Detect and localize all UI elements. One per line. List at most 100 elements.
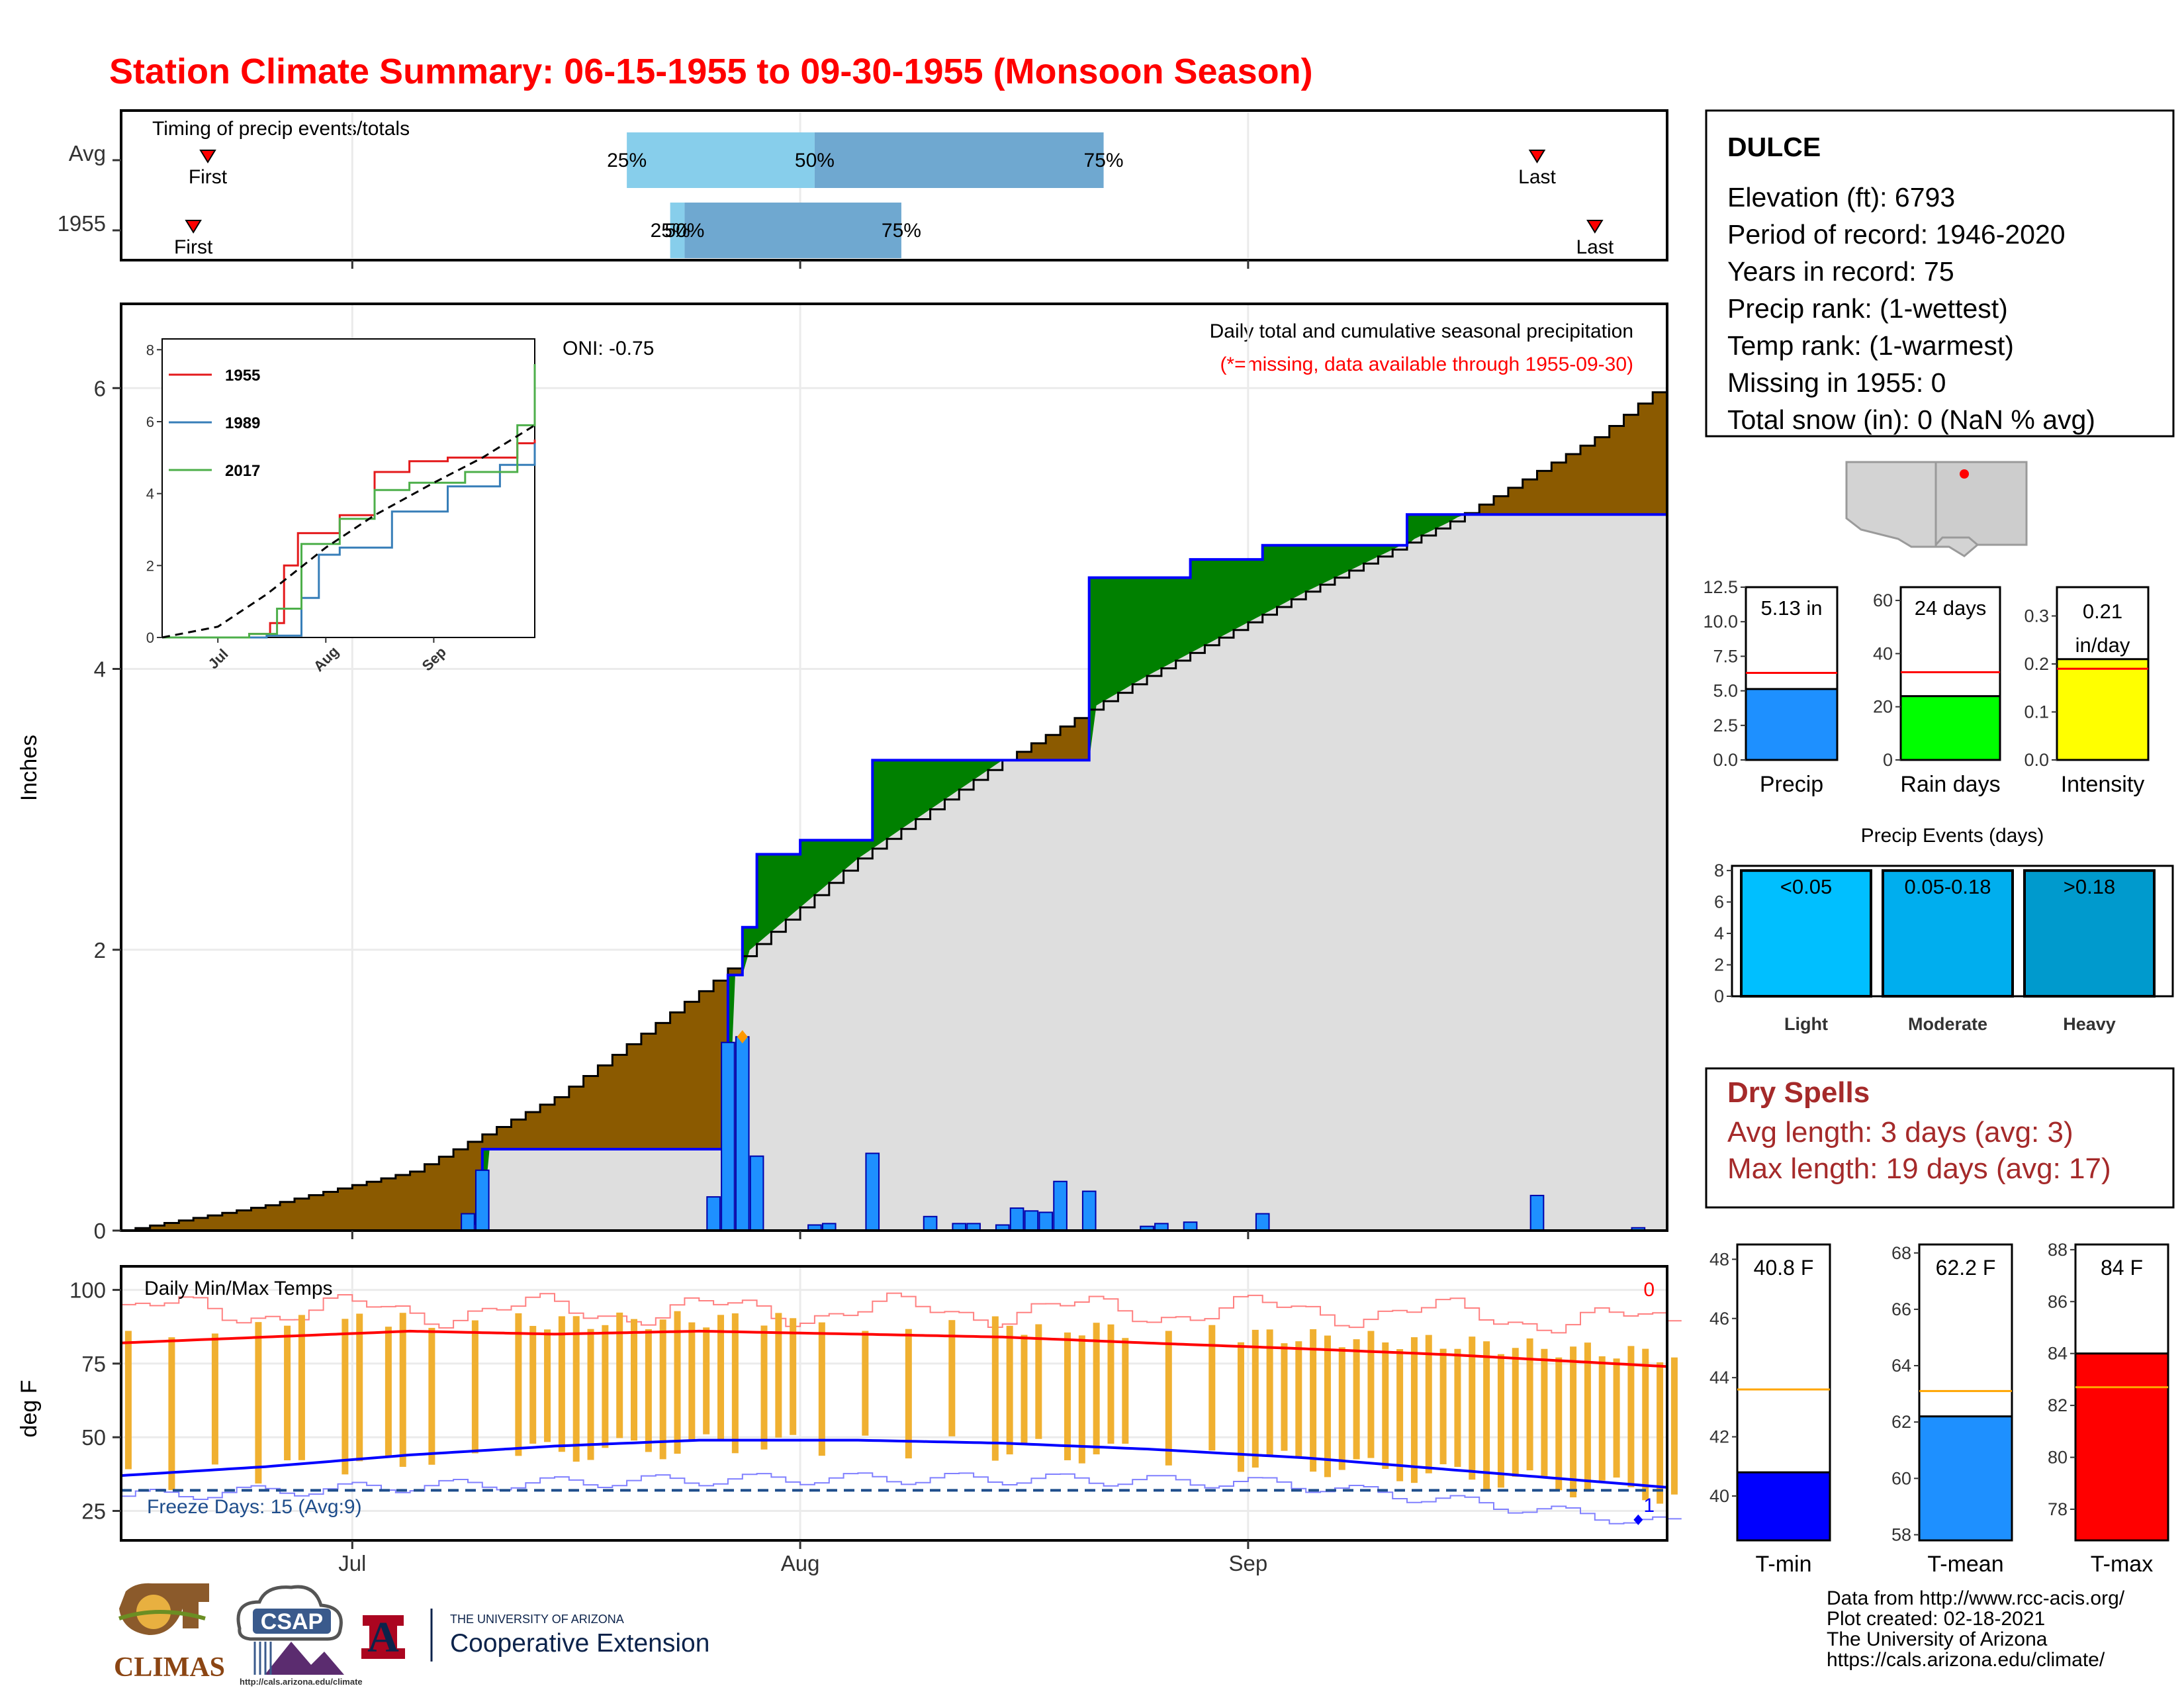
precip-bar (1745, 688, 1839, 761)
inset-legend-label: 1989 (225, 414, 260, 432)
tmin-tick-label: 42 (1709, 1427, 1729, 1447)
credit-url: https://cals.arizona.edu/climate/ (1827, 1649, 2105, 1671)
intensity-label: Intensity (2061, 772, 2145, 797)
rain-days-tick-label: 60 (1873, 590, 1893, 610)
daily-temp-range-bar (717, 1315, 725, 1441)
events-bar-light (1740, 869, 1872, 998)
inset-legend-label: 2017 (225, 462, 260, 480)
events-title: Precip Events (days) (1861, 825, 2044, 847)
cumulative-gray-fill (121, 514, 1667, 1231)
ua-line1: THE UNIVERSITY OF ARIZONA (450, 1613, 624, 1626)
min-temp-marker (1633, 1514, 1643, 1525)
daily-temp-range-bar (1035, 1324, 1042, 1439)
temps-ylabel: deg F (17, 1380, 42, 1438)
precip-frame (120, 303, 1668, 1232)
daily-temp-range-bars (124, 1311, 1678, 1504)
tmean-bar (1918, 1415, 2013, 1542)
precip-value-text: 5.13 in (1760, 596, 1822, 620)
daily-temp-range-bar (529, 1326, 537, 1444)
intensity-tick-label: 0.3 (2024, 606, 2049, 626)
intensity-tick-label: 0.2 (2024, 654, 2049, 674)
daily-precip-bar (475, 1169, 490, 1231)
temps-count-bottom: 1 (1643, 1495, 1655, 1517)
daily-temp-range-bar (1165, 1331, 1172, 1466)
daily-temp-range-bar (572, 1316, 580, 1462)
daily-temp-range-bar (674, 1311, 681, 1454)
credit-data-source: Data from http://www.rcc-acis.org/ (1827, 1587, 2125, 1609)
daily-precip-bar (1038, 1211, 1054, 1231)
logos: CLIMAS CSAP http://cals.arizona.edu/clim… (114, 1583, 709, 1687)
tmax-label: T-max (2091, 1552, 2153, 1577)
tmax-tick-label: 86 (2048, 1291, 2068, 1311)
temps-xtick-label: Aug (781, 1551, 820, 1575)
precip-events-panel: Precip Events (days) 0 2 4 6 8 <0.05 Light 0.05-… (1714, 825, 2174, 1034)
daily-precip-bars (461, 1036, 1646, 1232)
csap-badge (253, 1609, 331, 1634)
credits: Data from http://www.rcc-acis.org/ Plot … (1827, 1587, 2125, 1671)
daily-temp-range-bar (1454, 1348, 1461, 1467)
events-bar-label: Moderate (1908, 1014, 1987, 1034)
daily-temp-range-bar (1324, 1335, 1331, 1477)
daily-precip-bar (1529, 1194, 1545, 1232)
daily-temp-range-bar (471, 1320, 478, 1454)
daily-precip-bar (1024, 1210, 1039, 1231)
csap-url: http://cals.arizona.edu/climate (240, 1677, 363, 1687)
oni-label: ONI: -0.75 (563, 338, 654, 359)
intensity-tick-label: 0.1 (2024, 702, 2049, 722)
ua-letter: A (367, 1613, 399, 1662)
temps-title: Daily Min/Max Temps (144, 1278, 333, 1299)
avg-tmax-line (120, 1329, 1668, 1368)
tmax-tick-label: 82 (2048, 1395, 2068, 1415)
daily-temp-range-bar (790, 1318, 797, 1435)
inset-ytick-label: 8 (146, 342, 154, 358)
daily-temp-range-bar (558, 1316, 565, 1452)
tmax-tick-label: 80 (2048, 1448, 2068, 1468)
daily-temp-range-bar (688, 1322, 696, 1441)
avg-tmin-line (120, 1438, 1668, 1489)
timing-panel: Timing of precip events/totals Avg 1955 … (58, 109, 1668, 269)
events-tick-label: 8 (1714, 861, 1724, 880)
events-bar-range: <0.05 (1780, 875, 1832, 898)
daily-temp-range-bar (587, 1329, 594, 1460)
temps-frame (120, 1265, 1668, 1542)
newmexico-shape (1934, 461, 2028, 547)
daily-temp-range-bar (1598, 1356, 1606, 1481)
daily-temp-range-bar (703, 1327, 710, 1434)
daily-precip-bar (865, 1152, 880, 1232)
events-tick-label: 6 (1714, 892, 1724, 912)
events-bar-label: Heavy (2063, 1014, 2116, 1034)
rain-days-tick-label: 40 (1873, 643, 1893, 663)
precip-tick-label: 7.5 (1713, 646, 1738, 666)
credit-university: The University of Arizona (1827, 1628, 2048, 1650)
inset-ytick-label: 2 (146, 557, 154, 574)
daily-temp-range-bar (1281, 1343, 1288, 1451)
precip-ytick-label: 4 (94, 657, 106, 682)
tmean-label: T-mean (1927, 1552, 2003, 1577)
daily-temp-range-bar (1353, 1339, 1360, 1460)
rain-days-label: Rain days (1900, 772, 2000, 797)
events-tick-label: 2 (1714, 955, 1724, 975)
timing-1955-first-marker (185, 220, 202, 234)
tmean-value-text: 62.2 F (1936, 1256, 1996, 1280)
avg-cumulative-line (121, 381, 1668, 1232)
precip-panel: Inches ONI: -0.75 Daily total and cumula… (17, 303, 1668, 1243)
university-of-arizona-logo: A THE UNIVERSITY OF ARIZONA Cooperative … (361, 1609, 709, 1662)
daily-precip-bar (1081, 1190, 1097, 1232)
daily-temp-range-bar (1064, 1332, 1071, 1460)
events-bar-label: Light (1784, 1014, 1828, 1034)
timing-avg-last-marker (1528, 150, 1546, 164)
daily-temp-range-bar (284, 1325, 291, 1461)
tmin-bar (1736, 1471, 1831, 1542)
summary-bars: 0.0 2.5 5.0 7.5 10.0 12.5 5.13 in Precip 0 20 40 60… (1703, 577, 2150, 797)
inset-series-1989 (162, 443, 536, 639)
station-location-dot (1960, 469, 1969, 479)
climas-logo: CLIMAS (114, 1583, 225, 1683)
daily-precip-bar (706, 1196, 721, 1232)
tmean-tick-label: 58 (1891, 1524, 1911, 1544)
inset-frame (161, 338, 535, 638)
timing-1955-last-label: Last (1576, 236, 1614, 258)
inset-ytick-label: 4 (146, 486, 154, 502)
csap-logo: CSAP http://cals.arizona.edu/climate (236, 1585, 363, 1687)
precip-tick-label: 0.0 (1713, 750, 1738, 770)
